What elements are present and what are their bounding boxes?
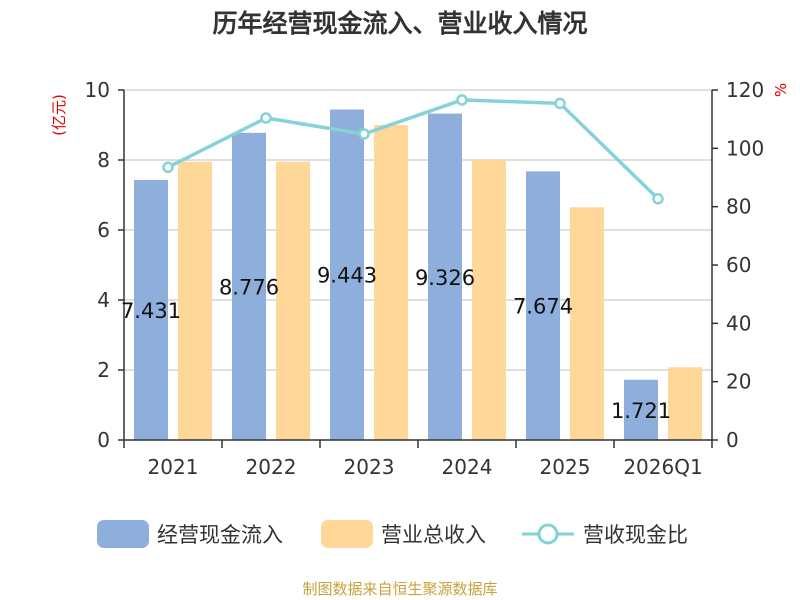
right-axis-tick-label: 0 [726,428,739,452]
revenue-bar [668,367,702,440]
cash-inflow-bar [526,171,560,440]
left-axis-tick-label: 4 [97,288,110,312]
gridlines [124,89,712,371]
cash-inflow-data-label: 9.326 [415,266,475,290]
legend-swatch-cash-inflow [97,520,149,548]
revenue-bar [472,160,506,440]
legend-swatch-revenue [321,520,373,548]
ratio-line-group [162,94,664,205]
x-axis-tick-label: 2022 [246,455,297,479]
cash-inflow-bar [428,113,462,440]
legend-label-revenue: 营业总收入 [381,523,486,547]
ratio-point [162,161,174,174]
revenue-bar [178,161,212,440]
cash-inflow-data-label: 8.776 [219,275,279,299]
right-axis-tick-label: 20 [726,370,751,394]
x-axis-tick-label: 2025 [540,455,591,479]
ratio-point [358,128,370,140]
left-axis-tick-label: 10 [85,78,110,102]
cash-inflow-bar [232,132,266,440]
revenue-bar [276,161,310,440]
legend-label-cash-inflow: 经营现金流入 [157,523,283,547]
right-axis-unit: % [772,83,790,97]
right-axis-tick-label: 60 [726,253,751,277]
cash-inflow-bar [624,379,658,440]
left-axis-tick-label: 6 [97,218,110,242]
revenue-bar [570,207,604,440]
cash-inflow-bar [134,179,168,441]
source-note: 制图数据来自恒生聚源数据库 [302,580,497,598]
left-axis-tick-label: 2 [97,358,110,382]
ratio-point [652,193,664,205]
left-axis-tick-label: 0 [97,428,110,452]
ratio-point [260,112,272,124]
x-axis-tick-label: 2021 [148,455,199,479]
ratio-point [554,97,566,110]
right-axis-tick-label: 100 [726,136,764,160]
cash-inflow-data-label: 7.431 [121,299,181,323]
x-axis-tick-label: 2023 [344,455,395,479]
x-axis-tick-label: 2026Q1 [623,455,702,479]
ratio-series-line [167,98,660,201]
revenue-bar [374,125,408,440]
cash-inflow-data-label: 1.721 [611,399,671,423]
data-labels-group: 7.431 8.776 9.443 9.326 7.674 1.721 [121,264,671,423]
legend-label-ratio: 营收现金比 [583,523,688,547]
ratio-point [456,94,468,106]
cash-inflow-data-label: 9.443 [317,264,377,288]
left-axis-unit: (亿元) [50,94,68,136]
chart-title: 历年经营现金流入、营业收入情况 [212,9,587,38]
legend-swatch-ratio-marker [537,523,559,545]
right-axis-tick-label: 80 [726,195,751,219]
right-axis-tick-label: 120 [726,78,764,102]
cash-inflow-bar [330,109,364,441]
bars-group [134,109,702,441]
cash-inflow-data-label: 7.674 [513,295,573,319]
left-axis-tick-label: 8 [97,148,110,172]
legend: 经营现金流入 营业总收入 营收现金比 [97,520,688,548]
x-axis-tick-label: 2024 [442,455,493,479]
right-axis-tick-label: 40 [726,311,751,335]
